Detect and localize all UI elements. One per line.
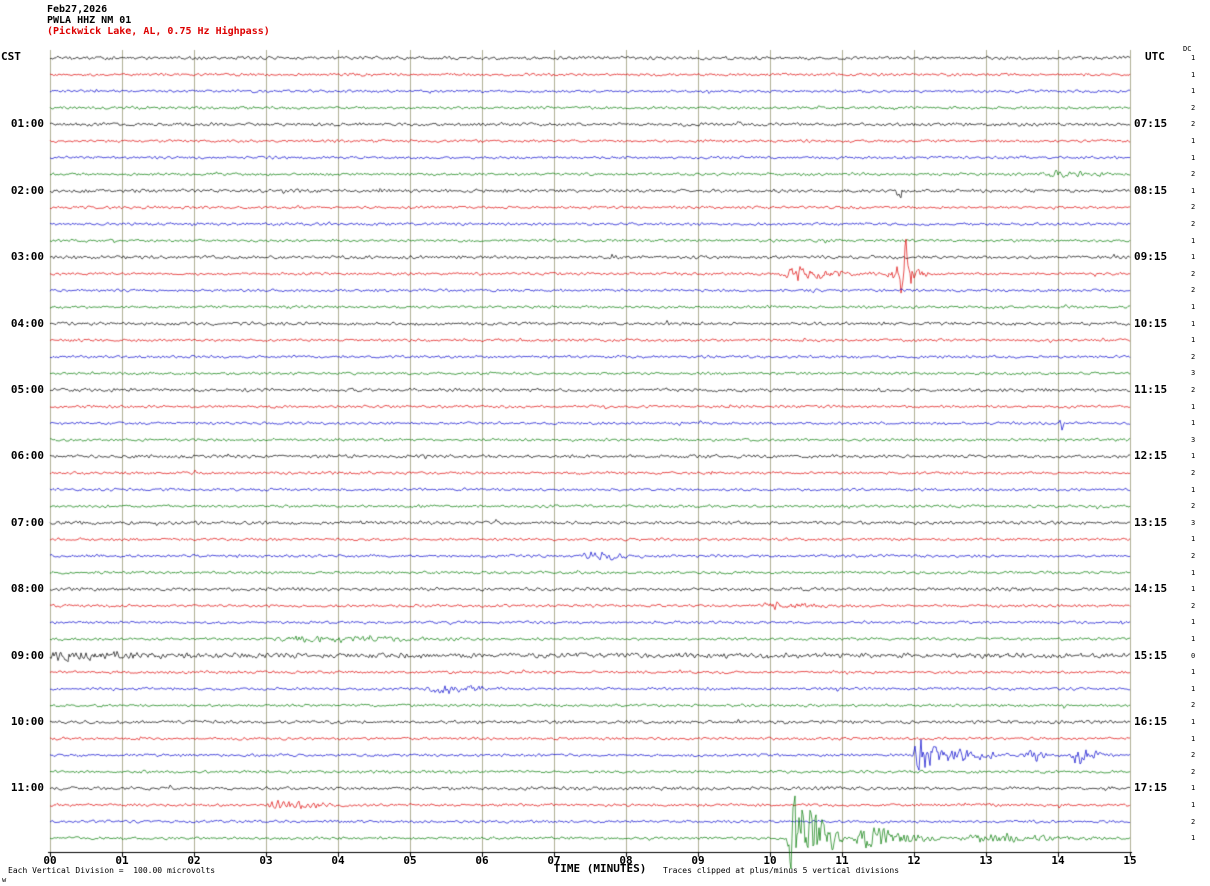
dc-value: 2 (1191, 220, 1196, 228)
header-subtitle: (Pickwick Lake, AL, 0.75 Hz Highpass) (47, 26, 270, 37)
x-axis-title: TIME (MINUTES) (553, 862, 647, 875)
dc-value: 3 (1191, 518, 1196, 527)
minute-label: 02 (187, 854, 201, 867)
dc-value: 1 (1191, 834, 1196, 843)
dc-value: 2 (1191, 701, 1196, 710)
dc-value: 2 (1191, 170, 1196, 179)
dc-value: 1 (1191, 236, 1196, 245)
dc-value: 1 (1191, 801, 1196, 809)
left-time-label: 06:00 (10, 449, 44, 463)
minute-label: 10 (763, 854, 777, 867)
dc-value: 1 (1191, 186, 1196, 195)
right-time-label: 10:15 (1134, 316, 1168, 330)
dc-value: 2 (1191, 286, 1196, 295)
dc-value: 1 (1191, 87, 1196, 96)
left-time-label: 09:00 (10, 648, 44, 662)
scale-note: Each Vertical Division = 100.00 microvol… (8, 866, 216, 875)
minute-label: 06 (475, 854, 489, 867)
right-time-label: 15:15 (1134, 648, 1168, 662)
dc-value: 3 (1191, 435, 1196, 444)
minute-label: 03 (259, 854, 273, 867)
minute-label: 12 (907, 854, 921, 867)
left-time-label: 04:00 (10, 316, 44, 330)
left-time-label: 08:00 (10, 582, 44, 596)
dc-value: 2 (1191, 269, 1196, 278)
dc-value: 2 (1191, 120, 1196, 129)
clip-note: Traces clipped at plus/minus 5 vertical … (663, 866, 900, 875)
dc-value: 2 (1191, 203, 1196, 212)
dc-value: 1 (1191, 784, 1196, 793)
minute-label: 01 (115, 854, 129, 867)
right-time-label: 14:15 (1134, 582, 1168, 596)
dc-value: 1 (1191, 54, 1196, 62)
right-time-label: 13:15 (1134, 515, 1168, 529)
dc-value: 1 (1191, 153, 1196, 162)
dc-value: 1 (1191, 70, 1196, 79)
dc-value: 2 (1191, 817, 1196, 826)
dc-header: DC (1183, 45, 1192, 53)
corner-mark: w (2, 876, 7, 884)
header-station: PWLA HHZ NM 01 (47, 15, 132, 26)
dc-value: 1 (1191, 718, 1196, 726)
dc-value: 3 (1191, 369, 1196, 378)
dc-value: 1 (1191, 734, 1196, 743)
dc-value: 1 (1191, 668, 1196, 677)
dc-value: 1 (1191, 585, 1196, 594)
dc-value: 2 (1191, 751, 1196, 760)
left-time-label: 07:00 (10, 515, 44, 529)
right-time-label: 11:15 (1134, 383, 1168, 396)
minute-label: 14 (1051, 854, 1065, 867)
dc-value: 2 (1191, 469, 1196, 477)
dc-value: 1 (1191, 303, 1196, 311)
dc-value: 1 (1191, 635, 1196, 643)
header-date: Feb27,2026 (47, 4, 108, 15)
dc-value: 1 (1191, 535, 1196, 544)
left-time-label: 02:00 (10, 183, 44, 197)
dc-value: 2 (1191, 352, 1196, 361)
dc-value: 1 (1191, 684, 1196, 693)
right-time-label: 16:15 (1134, 715, 1168, 728)
dc-value: 1 (1191, 618, 1196, 627)
minute-label: 09 (691, 854, 705, 867)
right-time-label: 17:15 (1134, 781, 1168, 795)
right-time-label: 12:15 (1134, 449, 1168, 463)
dc-value: 1 (1191, 137, 1196, 145)
dc-value: 2 (1191, 601, 1196, 610)
right-time-label: 08:15 (1134, 183, 1168, 197)
minute-label: 11 (835, 854, 849, 867)
dc-value: 1 (1191, 336, 1196, 345)
dc-value: 1 (1191, 568, 1196, 577)
minute-label: 05 (403, 854, 417, 867)
dc-value: 1 (1191, 452, 1196, 461)
minute-label: 08 (619, 854, 633, 867)
dc-value: 2 (1191, 767, 1196, 776)
dc-value: 1 (1191, 419, 1196, 428)
right-time-label: 07:15 (1134, 117, 1168, 131)
minute-label: 13 (979, 854, 993, 867)
dc-value: 1 (1191, 319, 1196, 328)
right-axis-header: UTC (1145, 50, 1165, 63)
left-time-label: 03:00 (10, 250, 44, 264)
dc-value: 0 (1191, 651, 1196, 660)
dc-value: 1 (1191, 402, 1196, 411)
left-time-label: 11:00 (10, 781, 44, 795)
left-time-label: 10:00 (10, 715, 44, 728)
minute-label: 00 (43, 854, 57, 867)
dc-value: 2 (1191, 386, 1196, 394)
minute-label: 15 (1123, 854, 1137, 867)
left-time-label: 01:00 (10, 117, 44, 131)
right-time-label: 09:15 (1134, 250, 1168, 264)
dc-value: 2 (1191, 103, 1196, 112)
dc-value: 2 (1191, 502, 1196, 511)
minute-label: 04 (331, 854, 345, 867)
minute-label: 07 (547, 854, 561, 867)
dc-value: 2 (1191, 552, 1196, 560)
left-time-label: 05:00 (10, 383, 44, 396)
left-axis-header: CST (1, 50, 21, 63)
dc-value: 1 (1191, 485, 1196, 494)
dc-value: 1 (1191, 253, 1196, 262)
